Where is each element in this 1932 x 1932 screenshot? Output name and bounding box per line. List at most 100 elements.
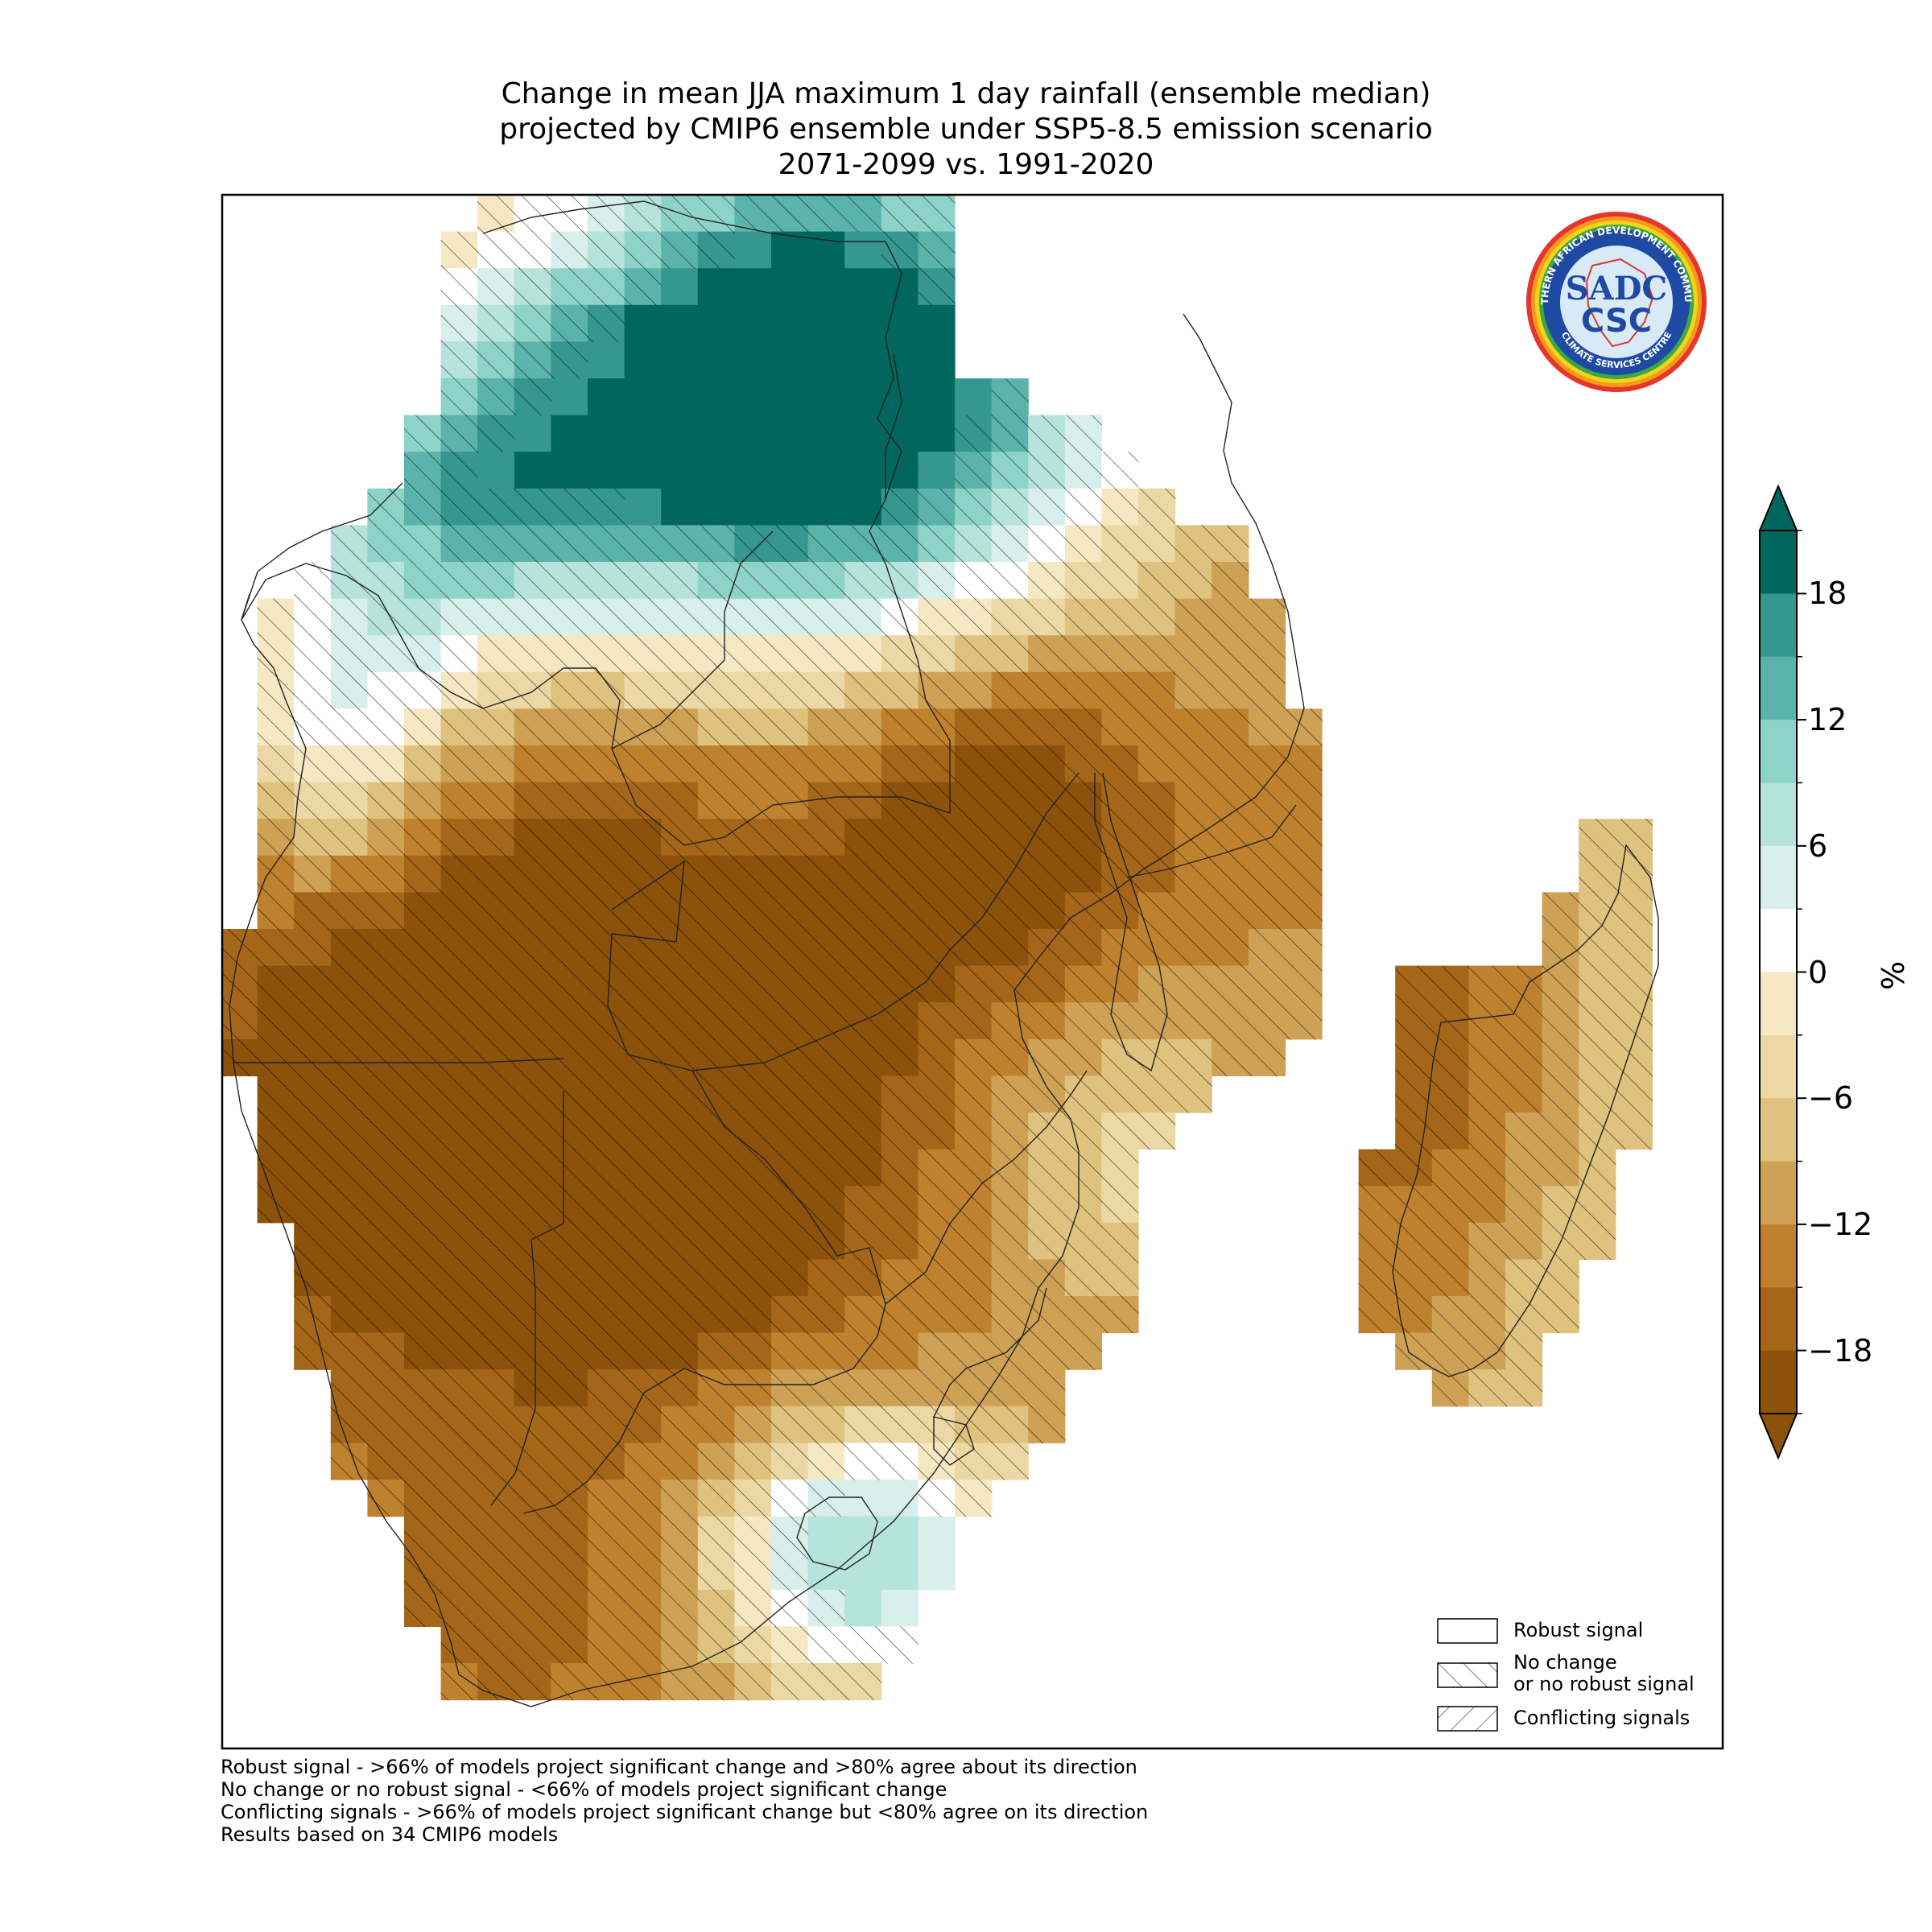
hatch-cell xyxy=(624,1222,662,1260)
hatch-cell xyxy=(1615,1113,1653,1150)
grid-cell xyxy=(661,415,699,452)
hatch-cell xyxy=(440,452,478,489)
hatch-cell xyxy=(330,671,368,709)
hatch-cell xyxy=(881,1038,919,1076)
hatch-cell xyxy=(734,1149,772,1187)
grid-cell xyxy=(588,378,625,416)
hatch-cell xyxy=(551,1626,588,1664)
hatch-cell xyxy=(844,782,882,819)
map-frame xyxy=(221,193,1724,1750)
hatch-cell xyxy=(588,562,625,600)
hatch-cell xyxy=(1248,598,1286,636)
hatch-cell xyxy=(257,1038,295,1076)
hatch-cell xyxy=(1028,415,1066,452)
hatch-cell xyxy=(514,598,551,636)
hatch-cell xyxy=(661,1626,699,1664)
hatch-cell xyxy=(881,819,919,857)
hatch-cell xyxy=(440,1296,478,1334)
hatch-cell xyxy=(440,378,478,416)
hatch-cell xyxy=(294,1259,332,1297)
hatch-cell xyxy=(477,855,515,893)
hatch-cell xyxy=(477,635,515,673)
hatch-cell xyxy=(734,1663,772,1701)
hatch-cell xyxy=(294,1038,332,1076)
colorbar-segment xyxy=(1760,720,1797,783)
hatch-cell xyxy=(1212,598,1249,636)
hatch-cell xyxy=(1505,1259,1543,1297)
footnote-4: Results based on 34 CMIP6 models xyxy=(221,1823,559,1846)
hatch-cell xyxy=(661,1332,699,1370)
hatch-cell xyxy=(1101,598,1139,636)
grid-cell xyxy=(807,341,845,379)
hatch-cell xyxy=(991,708,1029,746)
grid-cell xyxy=(734,415,772,452)
hatch-cell xyxy=(588,892,625,930)
hatch-cell xyxy=(404,1186,442,1224)
hatch-cell xyxy=(1505,1222,1543,1260)
hatch-cell xyxy=(1395,1259,1433,1297)
hatch-cell xyxy=(514,488,551,526)
grid-cell xyxy=(697,304,735,342)
hatch-cell xyxy=(661,1589,699,1627)
hatch-cell xyxy=(807,819,845,857)
hatch-cell xyxy=(1542,1038,1579,1076)
hatch-cell xyxy=(1212,562,1249,600)
hatch-cell xyxy=(1101,671,1139,709)
hatch-cell xyxy=(807,782,845,819)
hatch-cell xyxy=(1101,562,1139,600)
hatch-cell xyxy=(661,1002,699,1040)
grid-cell xyxy=(807,231,845,269)
colorbar-segment xyxy=(1760,909,1797,972)
hatch-cell xyxy=(734,782,772,819)
hatch-cell xyxy=(222,1038,258,1076)
hatch-cell xyxy=(367,562,405,600)
hatch-cell xyxy=(1468,1222,1506,1260)
hatch-cell xyxy=(1248,671,1286,709)
hatch-cell xyxy=(1248,745,1286,783)
grid-cell xyxy=(771,378,809,416)
hatch-cell xyxy=(807,1075,845,1113)
hatch-cell xyxy=(844,1186,882,1224)
grid-cell xyxy=(697,488,735,526)
hatch-cell xyxy=(440,782,478,819)
hatch-cell xyxy=(477,562,515,600)
colorbar-extend-max xyxy=(1758,484,1798,531)
hatch-cell xyxy=(440,1149,478,1187)
hatch-cell xyxy=(1101,1149,1139,1187)
hatch-cell xyxy=(918,819,956,857)
hatch-cell xyxy=(367,635,405,673)
hatch-cell xyxy=(918,965,956,1003)
border-botswana-zimbabwe xyxy=(522,1070,886,1514)
hatch-cell xyxy=(477,415,515,452)
hatch-cell xyxy=(477,341,515,379)
hatch-cell xyxy=(991,819,1029,857)
hatch-cell xyxy=(697,1516,735,1554)
hatch-cell xyxy=(330,635,368,673)
hatch-cell xyxy=(1468,965,1506,1003)
hatch-cell xyxy=(624,1369,662,1407)
hatch-cell xyxy=(588,965,625,1003)
hatch-cell xyxy=(734,929,772,967)
hatch-cell xyxy=(514,562,551,600)
hatch-cell xyxy=(588,1369,625,1407)
hatch-cell xyxy=(588,1589,625,1627)
hatch-cell xyxy=(771,1663,809,1701)
hatch-cell xyxy=(404,1002,442,1040)
hatch-cell xyxy=(1505,1038,1543,1076)
hatch-cell xyxy=(1028,525,1066,563)
hatch-cell xyxy=(588,598,625,636)
hatch-cell xyxy=(1468,1332,1506,1370)
hatch-cell xyxy=(1358,1259,1396,1297)
hatch-cell xyxy=(1138,782,1176,819)
hatch-cell xyxy=(440,525,478,563)
grid-cell xyxy=(734,378,772,416)
hatch-cell xyxy=(734,1075,772,1113)
grid-cell xyxy=(514,415,551,452)
hatch-cell xyxy=(807,1113,845,1150)
hatch-cell xyxy=(440,855,478,893)
hatch-cell xyxy=(1101,1186,1139,1224)
hatch-cell xyxy=(477,782,515,819)
hatch-cell xyxy=(991,1369,1029,1407)
border-drc-interior xyxy=(611,530,774,749)
hatch-cell xyxy=(1285,892,1323,930)
